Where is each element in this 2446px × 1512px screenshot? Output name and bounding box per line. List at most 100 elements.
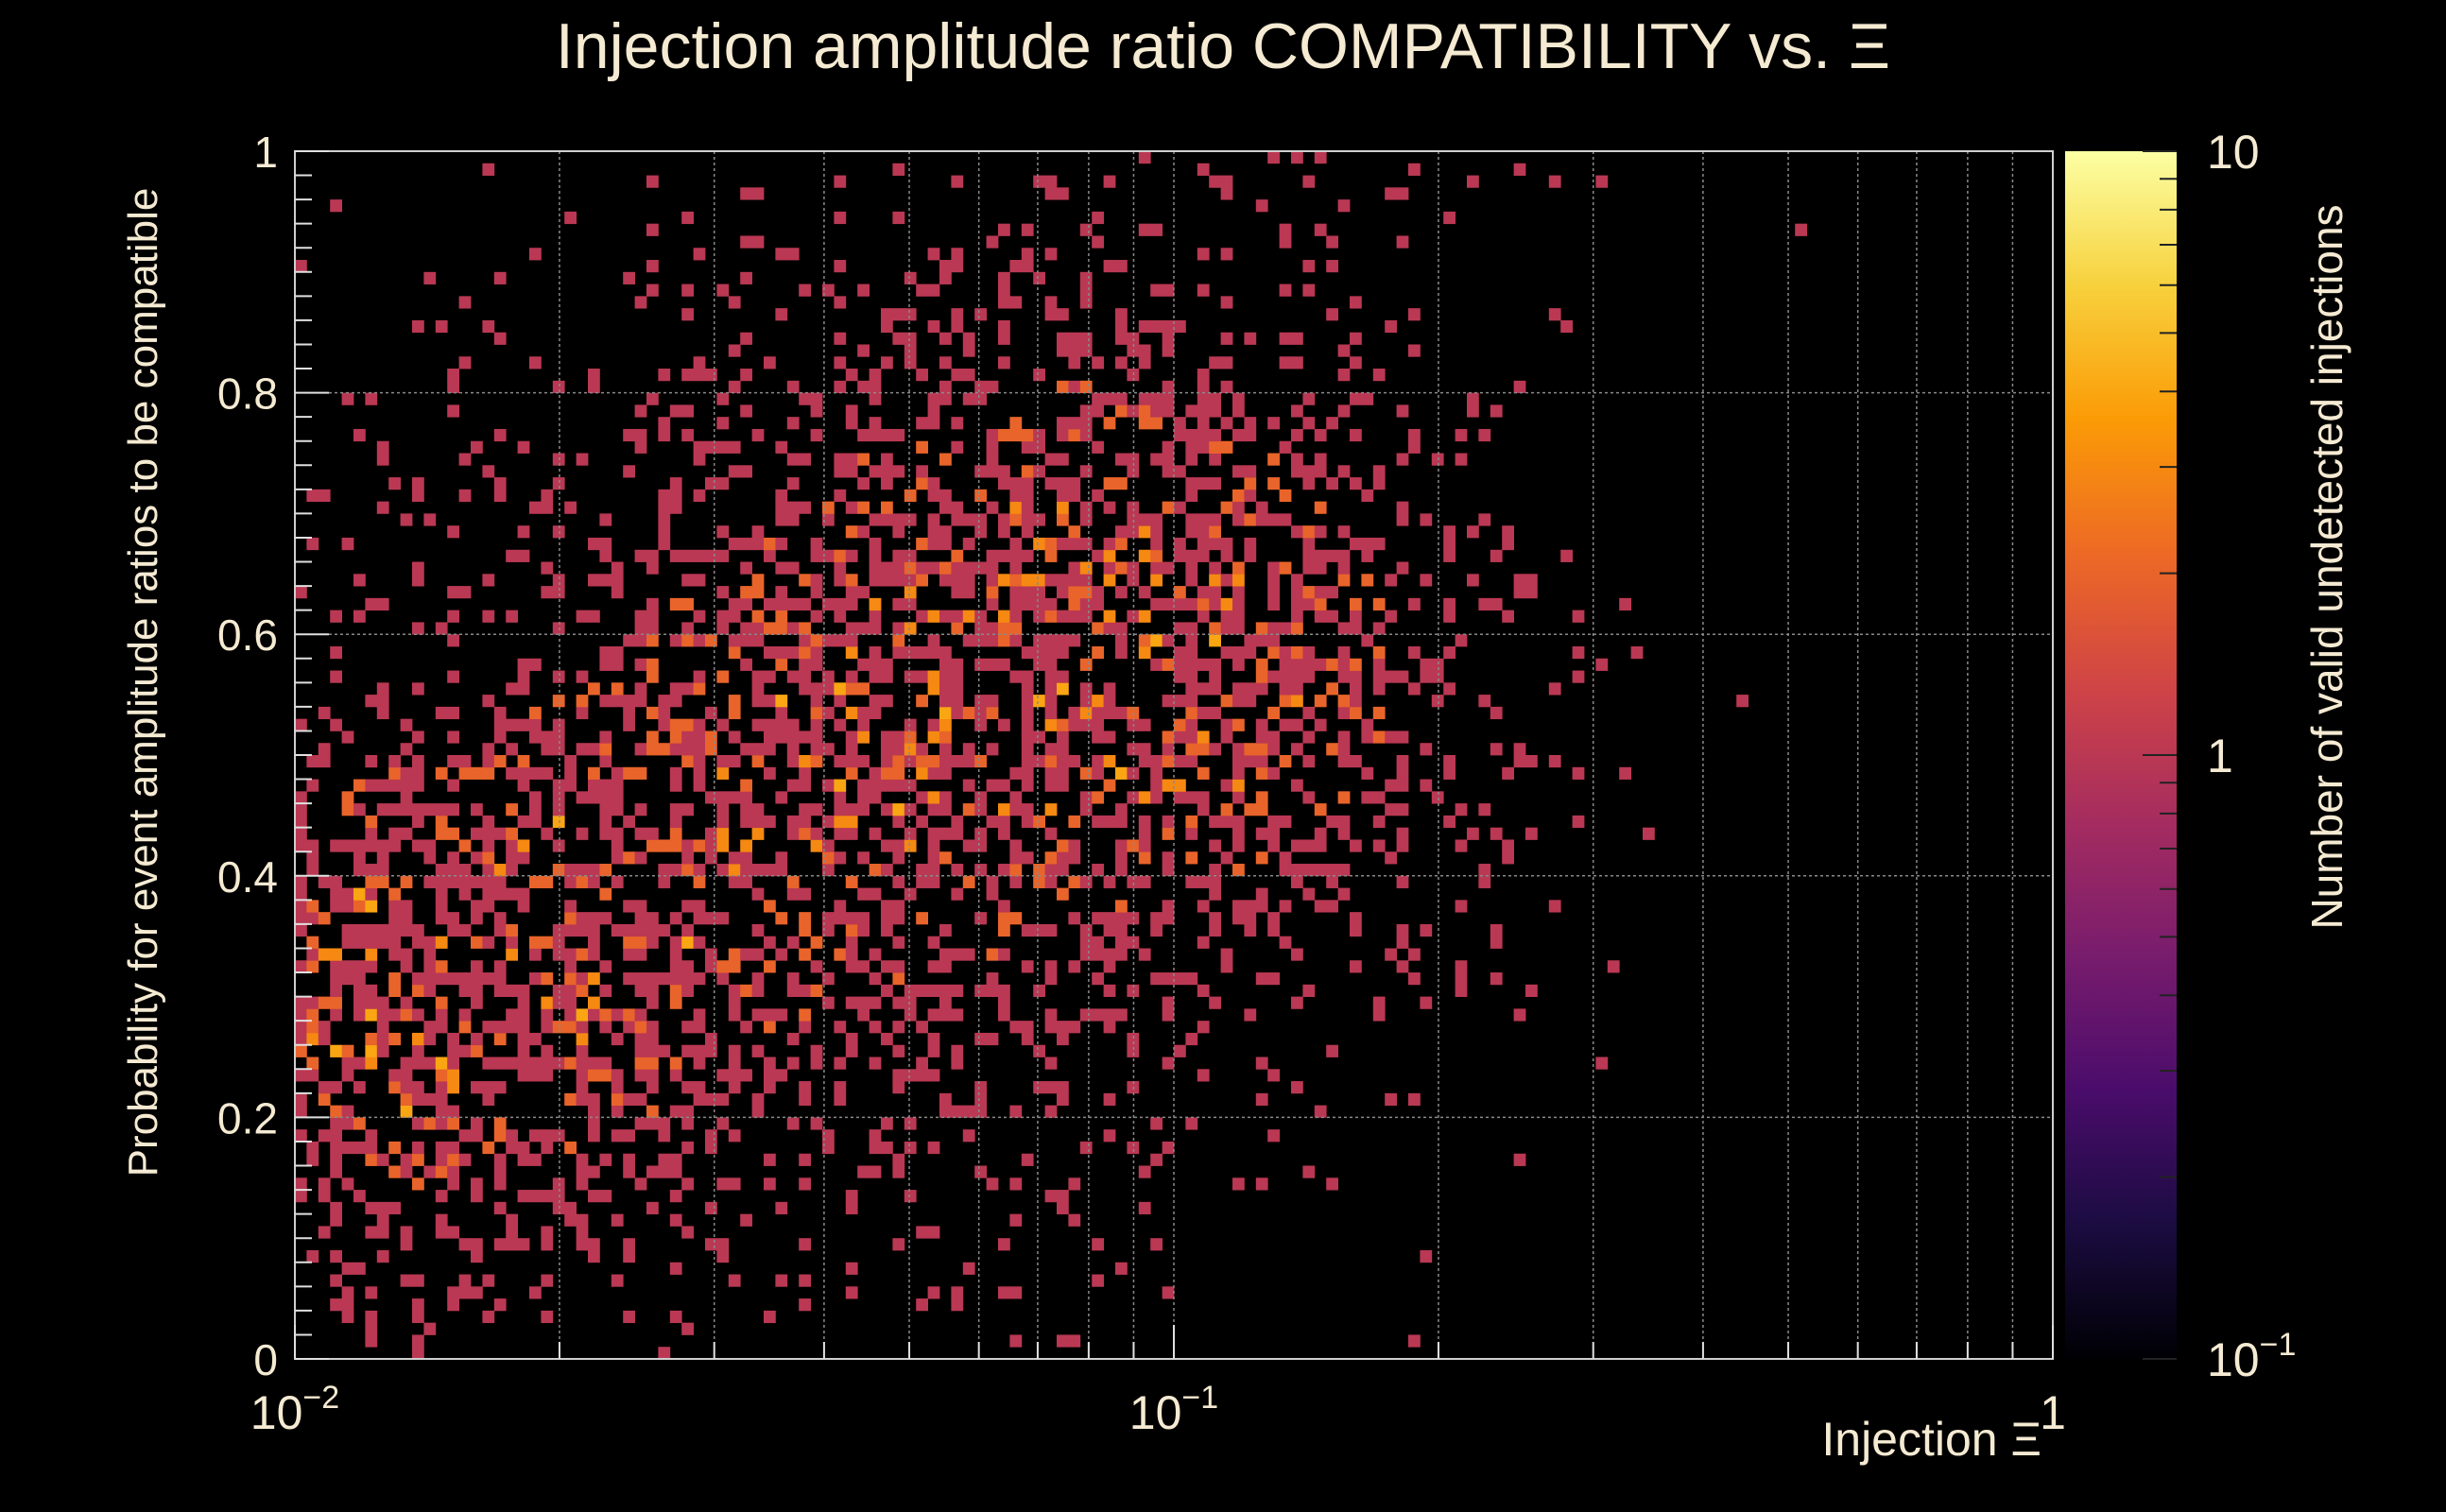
heatmap-cell xyxy=(892,332,905,345)
heatmap-cell xyxy=(892,875,905,888)
heatmap-cell xyxy=(1443,815,1456,829)
heatmap-cell xyxy=(1220,695,1233,708)
heatmap-cell xyxy=(716,815,730,829)
heatmap-cell xyxy=(353,610,366,623)
heatmap-cell xyxy=(552,864,565,877)
heatmap-cell xyxy=(904,513,917,526)
heatmap-cell xyxy=(1244,332,1257,345)
heatmap-cell xyxy=(588,369,600,382)
heatmap-cell xyxy=(529,248,542,261)
heatmap-cell xyxy=(1291,525,1303,539)
heatmap-cell xyxy=(693,1044,706,1057)
heatmap-cell xyxy=(1326,477,1338,490)
heatmap-cell xyxy=(799,658,811,671)
heatmap-cell xyxy=(1057,308,1069,321)
heatmap-cell xyxy=(588,1092,600,1107)
heatmap-cell xyxy=(447,1177,459,1191)
heatmap-cell xyxy=(341,900,354,913)
heatmap-cell xyxy=(1385,610,1397,623)
heatmap-cell xyxy=(400,1081,413,1094)
heatmap-cell xyxy=(435,622,448,635)
heatmap-cell xyxy=(1619,766,1631,780)
heatmap-cell xyxy=(764,1069,776,1082)
heatmap-cell xyxy=(1396,803,1409,816)
heatmap-cell xyxy=(1220,537,1233,551)
heatmap-cell xyxy=(1150,525,1163,539)
heatmap-cell xyxy=(1068,815,1081,829)
heatmap-cell xyxy=(1044,1081,1058,1094)
heatmap-cell xyxy=(1115,839,1128,852)
heatmap-cell xyxy=(376,440,389,454)
heatmap-cell xyxy=(1209,428,1221,442)
heatmap-cell xyxy=(1033,1081,1045,1094)
heatmap-cell xyxy=(541,561,554,575)
heatmap-cell xyxy=(681,972,694,986)
heatmap-cell xyxy=(681,597,694,611)
heatmap-cell xyxy=(810,645,823,660)
heatmap-cell xyxy=(306,1032,319,1046)
heatmap-cell xyxy=(881,766,893,780)
heatmap-cell xyxy=(1420,574,1433,587)
heatmap-cell xyxy=(1057,755,1069,768)
heatmap-cell xyxy=(295,839,307,852)
heatmap-cell xyxy=(751,1105,765,1118)
heatmap-cell xyxy=(318,1021,331,1034)
heatmap-cell xyxy=(1079,766,1093,780)
heatmap-cell xyxy=(1291,610,1303,623)
heatmap-cell xyxy=(892,1081,905,1094)
heatmap-cell xyxy=(775,561,788,575)
heatmap-cell xyxy=(1092,211,1104,225)
heatmap-cell xyxy=(1057,332,1069,345)
heatmap-cell xyxy=(716,586,730,599)
heatmap-cell xyxy=(1255,791,1268,804)
heatmap-cell xyxy=(1326,682,1338,696)
heatmap-cell xyxy=(1068,332,1081,345)
heatmap-cell xyxy=(1513,163,1526,176)
heatmap-cell xyxy=(1337,815,1351,829)
heatmap-cell xyxy=(1009,1213,1023,1227)
heatmap-cell xyxy=(1057,1334,1069,1348)
heatmap-cell xyxy=(1291,779,1303,792)
heatmap-cell xyxy=(1197,284,1210,297)
heatmap-cell xyxy=(1174,779,1186,792)
colorbar-tick-label: 10−1 xyxy=(2207,1327,2296,1386)
heatmap-cell xyxy=(951,670,964,683)
heatmap-cell xyxy=(330,1249,342,1263)
heatmap-cell xyxy=(1502,851,1514,865)
heatmap-cell xyxy=(1079,803,1093,816)
heatmap-cell xyxy=(611,803,624,816)
heatmap-cell xyxy=(974,984,987,997)
heatmap-cell xyxy=(1467,827,1479,840)
heatmap-cell xyxy=(599,755,612,768)
heatmap-cell xyxy=(916,477,928,490)
heatmap-cell xyxy=(939,743,952,756)
heatmap-cell xyxy=(634,634,647,647)
heatmap-cell xyxy=(822,972,835,986)
heatmap-cell xyxy=(799,622,811,635)
heatmap-cell xyxy=(904,670,917,683)
heatmap-cell xyxy=(799,1021,811,1034)
heatmap-cell xyxy=(1490,404,1503,418)
heatmap-cell xyxy=(1021,695,1034,708)
heatmap-cell xyxy=(834,332,847,345)
heatmap-cell xyxy=(1009,513,1023,526)
heatmap-cell xyxy=(669,1069,682,1082)
heatmap-cell xyxy=(517,658,530,671)
heatmap-cell xyxy=(951,1105,964,1118)
heatmap-cell xyxy=(1548,175,1561,188)
heatmap-cell xyxy=(974,912,987,925)
heatmap-cell xyxy=(1138,525,1151,539)
heatmap-cell xyxy=(458,489,472,503)
heatmap-cell xyxy=(1009,597,1023,611)
heatmap-cell xyxy=(1057,1190,1069,1203)
heatmap-cell xyxy=(927,1286,940,1299)
heatmap-cell xyxy=(1185,658,1198,671)
heatmap-cell xyxy=(1150,319,1163,334)
heatmap-cell xyxy=(810,743,823,756)
heatmap-cell xyxy=(599,1190,612,1203)
heatmap-cell xyxy=(1021,248,1034,261)
heatmap-cell xyxy=(669,404,682,418)
heatmap-cell xyxy=(974,561,987,575)
heatmap-cell xyxy=(962,586,975,599)
heatmap-cell xyxy=(506,1213,518,1227)
